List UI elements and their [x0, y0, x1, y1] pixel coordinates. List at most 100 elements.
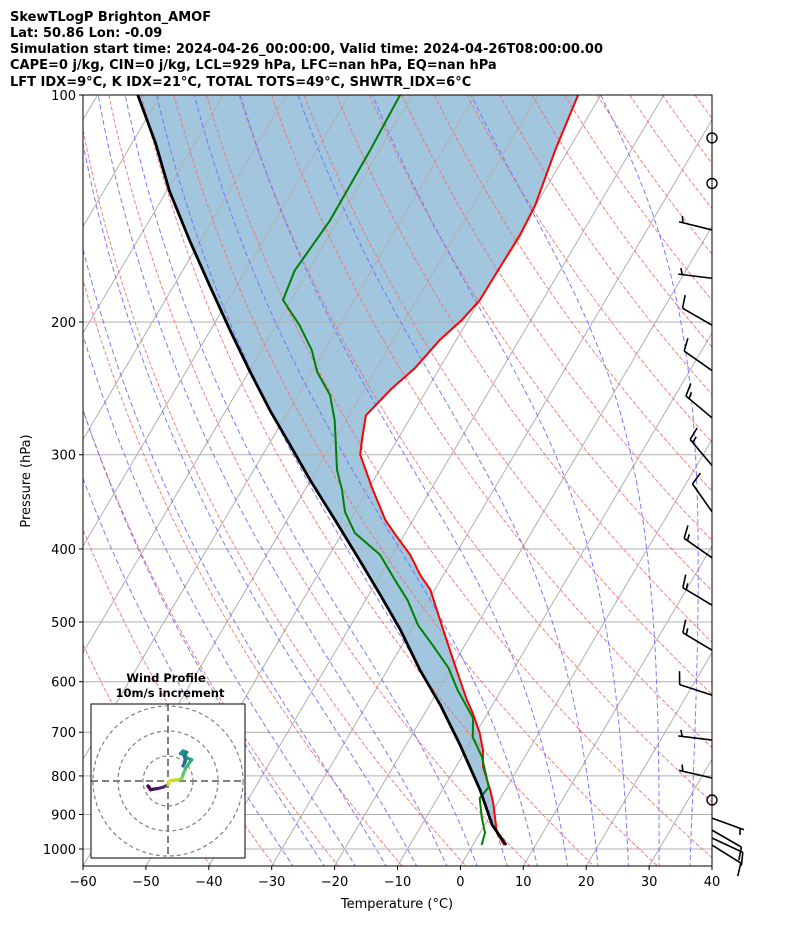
dry-adiabat-line: [83, 128, 467, 866]
hodograph-title: Wind Profile: [126, 671, 206, 685]
dry-adiabat-line: [727, 95, 794, 868]
dry-adiabat-line: [466, 95, 712, 444]
barb-half: [686, 534, 691, 541]
temperature-line: [359, 95, 580, 846]
y-tick-label: 400: [51, 543, 76, 558]
y-tick-label: 200: [51, 316, 76, 331]
barb-staff: [678, 769, 713, 779]
isotherm-line: [83, 95, 224, 334]
y-tick-label: 300: [51, 449, 76, 464]
wind-barb: [678, 671, 713, 696]
parcel-temperature-fill: [137, 95, 579, 845]
y-tick-label: 600: [51, 676, 76, 691]
barb-full: [738, 846, 743, 861]
wind-barb: [711, 817, 745, 836]
barb-staff: [711, 837, 744, 854]
isotherm-line: [585, 651, 712, 866]
title-line-times: Simulation start time: 2024-04-26_00:00:…: [10, 42, 603, 57]
y-tick-label: 800: [51, 770, 76, 785]
wind-barbs: [678, 132, 745, 877]
hodograph: [90, 703, 246, 859]
barb-half: [685, 628, 689, 635]
barb-staff: [678, 735, 713, 741]
y-tick-label: 700: [51, 726, 76, 741]
barb-half: [685, 583, 689, 590]
isotherm-line: [459, 438, 712, 866]
barb-staff: [691, 483, 713, 513]
isotherm-line: [83, 95, 161, 228]
hodograph-inner: [91, 704, 245, 858]
isotherm-line: [271, 118, 712, 866]
isotherm-line: [208, 95, 665, 866]
barb-staff: [711, 844, 742, 864]
dry-adiabat-line: [368, 95, 712, 592]
dry-adiabat-line: [206, 95, 712, 859]
y-tick-label: 500: [51, 616, 76, 631]
isotherm-line: [522, 545, 712, 866]
wind-barb: [691, 472, 713, 513]
y-axis-label: Pressure (hPa): [19, 434, 34, 527]
wind-barb: [683, 337, 713, 372]
barb-full: [683, 525, 689, 539]
dry-adiabat-line: [564, 95, 712, 302]
title-line-station: SkewTLogP Brighton_AMOF: [10, 10, 211, 25]
wind-barb: [681, 294, 713, 326]
x-tick-label: −60: [69, 875, 96, 890]
barb-full: [740, 852, 744, 866]
barb-half: [681, 764, 684, 772]
dewpoint-line: [282, 95, 490, 846]
moist-adiabat-line: [124, 95, 478, 866]
hodograph-frame: [90, 703, 246, 859]
dry-adiabat-line: [661, 95, 712, 164]
wind-barb: [678, 216, 713, 231]
moist-adiabat-line: [83, 476, 294, 866]
dry-adiabat-line: [401, 95, 712, 542]
wind-barb: [678, 729, 713, 741]
dry-adiabat-line: [303, 95, 712, 696]
dry-adiabat-line: [596, 95, 712, 255]
barb-staff: [682, 632, 713, 651]
dry-adiabat-line: [531, 95, 712, 348]
wind-barb: [682, 619, 713, 651]
moist-adiabat-line: [721, 95, 754, 868]
isotherm-line: [83, 95, 413, 654]
x-tick-label: 0: [456, 875, 464, 890]
dry-adiabat-line: [760, 95, 794, 868]
isotherm-line: [711, 865, 712, 866]
y-tick-label: 900: [51, 808, 76, 823]
barb-staff: [711, 817, 745, 831]
x-tick-label: 30: [641, 875, 658, 890]
barb-half: [680, 267, 684, 275]
barb-full: [682, 574, 687, 588]
wind-barb: [682, 574, 713, 606]
x-tick-label: −40: [195, 875, 222, 890]
barb-half: [688, 392, 693, 399]
barb-staff: [682, 587, 713, 606]
hodograph-subtitle: 10m/s increment: [116, 686, 225, 700]
barb-staff: [678, 220, 713, 231]
x-tick-label: −10: [384, 875, 411, 890]
moist-adiabat-line: [83, 408, 325, 866]
title-block: SkewTLogP Brighton_AMOF Lat: 50.86 Lon: …: [10, 10, 603, 90]
barb-staff: [683, 350, 713, 372]
barb-staff: [679, 683, 713, 696]
barb-staff: [685, 395, 713, 419]
moist-adiabat-line: [372, 95, 629, 866]
moist-adiabat-line: [97, 95, 448, 866]
barb-staff: [711, 829, 742, 848]
wind-barb: [711, 829, 743, 861]
parcel-line: [136, 95, 508, 846]
wind-barb: [685, 383, 713, 419]
barb-full: [682, 619, 687, 633]
dry-adiabat-line: [83, 408, 339, 866]
isotherm-line: [334, 225, 712, 866]
title-line-indices-1: CAPE=0 j/kg, CIN=0 j/kg, LCL=929 hPa, LF…: [10, 58, 497, 73]
isotherm-line: [83, 95, 287, 441]
calm-wind-circle: [706, 794, 718, 806]
wind-barb: [683, 525, 713, 559]
barb-full: [689, 427, 698, 440]
moist-adiabat-line: [193, 95, 538, 866]
title-line-indices-2: LFT IDX=9°C, K IDX=21°C, TOTAL TOTS=49°C…: [10, 75, 471, 90]
barb-staff: [678, 273, 713, 280]
